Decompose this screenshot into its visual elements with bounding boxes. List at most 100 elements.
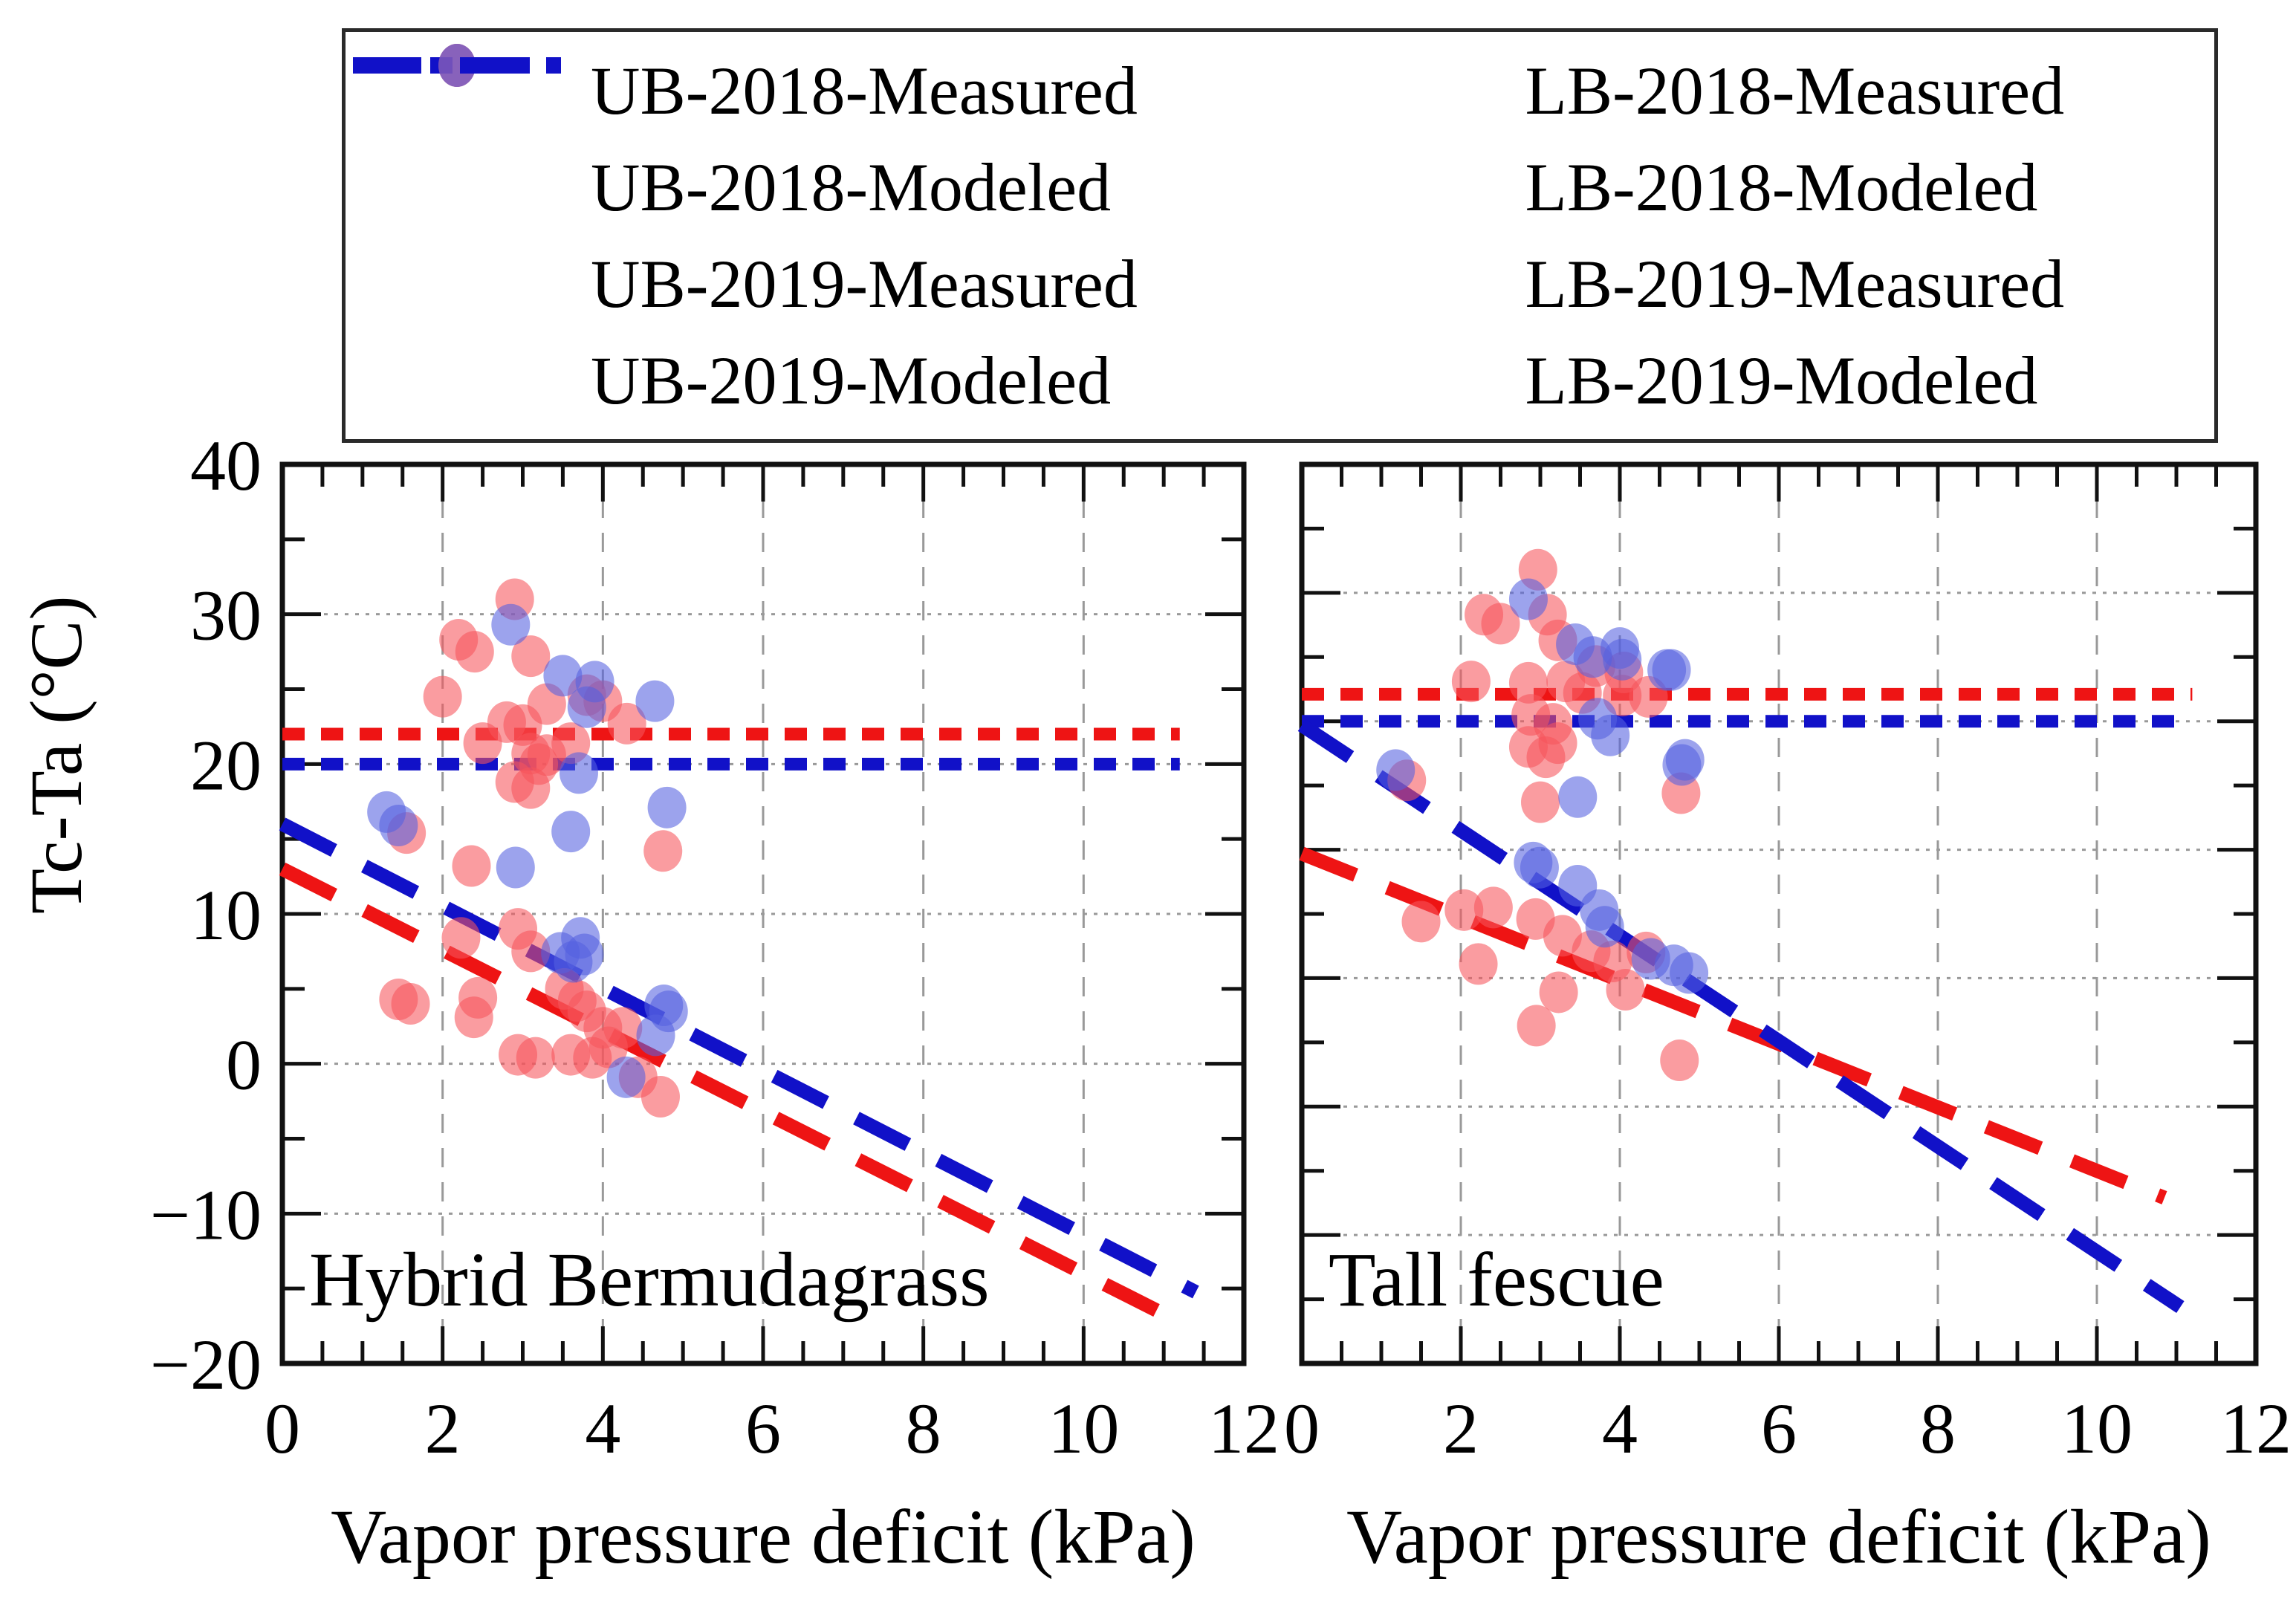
data-point-ub-2018-measured (1576, 645, 1615, 687)
data-point-ub-2019-measured (491, 603, 531, 646)
data-point-ub-2018-measured (1465, 594, 1504, 636)
data-point-ub-2018-measured (1481, 603, 1520, 645)
data-point-ub-2019-measured (647, 786, 687, 828)
data-point-lb-2018-measured (557, 979, 597, 1022)
data-point-ub-2019-measured (1591, 714, 1630, 756)
x-tick-label: 0 (1284, 1389, 1320, 1468)
data-point-ub-2018-measured (1387, 759, 1427, 802)
data-point-lb-2018-measured (618, 1056, 658, 1098)
data-point-ub-2018-measured (452, 845, 491, 887)
data-point-ub-2019-measured (1573, 636, 1612, 678)
data-point-ub-2019-measured (1601, 627, 1639, 669)
y-tick-label: 20 (190, 725, 262, 805)
data-point-ub-2019-measured (1662, 744, 1702, 786)
data-point-ub-2018-measured (551, 722, 591, 765)
data-point-lb-2018-measured (641, 1076, 680, 1118)
data-point-ub-2019-measured (1647, 649, 1687, 691)
data-point-ub-2018-measured (487, 701, 526, 743)
data-point-ub-2018-measured (1604, 652, 1644, 694)
data-point-lb-2018-measured (391, 983, 430, 1025)
data-point-lb-2019-measured (541, 932, 580, 974)
x-axis-label: Vapor pressure deficit (kPa) (331, 1494, 1196, 1580)
data-point-ub-2018-measured (1508, 726, 1548, 768)
data-point-ub-2018-measured (527, 683, 566, 725)
legend-item-ub-2019-modeled: UB-2019-Modeled (346, 57, 1280, 428)
x-tick-label: 6 (745, 1389, 781, 1468)
data-point-ub-2018-measured (1629, 675, 1668, 718)
x-axis-label: Vapor pressure deficit (kPa) (1346, 1494, 2211, 1580)
data-point-ub-2019-measured (1508, 578, 1548, 620)
data-point-ub-2018-measured (1508, 661, 1548, 704)
data-point-lb-2018-measured (545, 967, 584, 1010)
data-point-ub-2018-measured (1521, 781, 1560, 823)
data-point-lb-2018-measured (379, 978, 418, 1020)
data-point-ub-2019-measured (1558, 776, 1598, 818)
data-point-lb-2018-measured (516, 1037, 555, 1079)
data-point-ub-2018-measured (567, 674, 606, 716)
data-point-lb-2019-measured (1558, 864, 1598, 906)
x-tick-label: 4 (1602, 1389, 1638, 1468)
data-point-lb-2019-measured (606, 1056, 646, 1098)
data-point-lb-2018-measured (1572, 930, 1611, 973)
modeled-line-lb-2018-modeled (1299, 846, 2167, 1204)
data-point-lb-2019-measured (554, 941, 593, 983)
data-point-ub-2018-measured (583, 680, 623, 722)
data-point-ub-2019-measured (1376, 749, 1415, 791)
data-point-ub-2018-measured (511, 635, 551, 678)
x-tick-label: 4 (585, 1389, 620, 1468)
y-axis-label: Tc-Ta (°C) (15, 595, 97, 914)
x-tick-label: 2 (425, 1389, 461, 1468)
data-point-lb-2018-measured (567, 990, 606, 1033)
data-point-ub-2018-measured (463, 722, 502, 765)
data-point-lb-2019-measured (636, 1014, 675, 1057)
data-point-lb-2018-measured (1539, 971, 1578, 1013)
data-point-ub-2018-measured (1526, 736, 1566, 779)
data-point-lb-2018-measured (1444, 889, 1484, 931)
data-point-ub-2018-measured (1451, 661, 1491, 703)
plot-frame (279, 461, 1247, 1366)
data-point-ub-2018-measured (511, 767, 551, 809)
data-point-lb-2018-measured (603, 1007, 643, 1049)
data-point-lb-2019-measured (1514, 841, 1553, 883)
legend-label: UB-2019-Modeled (591, 343, 1112, 418)
data-point-lb-2018-measured (1660, 1039, 1699, 1082)
data-point-lb-2018-measured (454, 996, 493, 1039)
data-point-lb-2019-measured (1520, 846, 1559, 889)
data-point-lb-2018-measured (441, 917, 481, 959)
data-point-ub-2018-measured (607, 702, 646, 745)
data-point-ub-2018-measured (1528, 594, 1567, 636)
data-point-lb-2019-measured (565, 933, 604, 976)
x-tick-label: 12 (2220, 1389, 2292, 1468)
legend-item-lb-2019-measured: LB-2019-Measured (438, 44, 2215, 331)
legend-label: UB-2018-Modeled (591, 149, 1112, 225)
data-point-ub-2019-measured (559, 752, 598, 794)
data-point-ub-2018-measured (495, 761, 534, 803)
data-point-lb-2018-measured (1517, 1005, 1556, 1047)
data-point-lb-2019-measured (1670, 952, 1709, 994)
panel-title: Hybrid Bermudagrass (309, 1237, 990, 1323)
data-point-lb-2018-measured (511, 930, 551, 973)
data-point-ub-2018-measured (527, 734, 566, 776)
legend-label: LB-2018-Measured (1525, 53, 2065, 129)
data-point-ub-2018-measured (1546, 661, 1586, 703)
legend: UB-2018-Measured UB-2018-Modeled UB-2019-M… (342, 28, 2218, 443)
data-point-ub-2018-measured (1661, 772, 1701, 814)
data-point-ub-2019-measured (1665, 739, 1705, 781)
data-point-lb-2018-measured (583, 1007, 623, 1049)
y-tick-label: 40 (190, 426, 262, 505)
data-point-lb-2018-measured (588, 1026, 628, 1068)
x-tick-label: 0 (265, 1389, 300, 1468)
data-point-ub-2018-measured (1511, 694, 1551, 736)
y-tick-label: 30 (190, 576, 262, 655)
y-tick-label: −10 (150, 1175, 262, 1254)
data-point-lb-2018-measured (551, 1034, 591, 1076)
data-point-ub-2019-measured (379, 805, 418, 847)
data-point-ub-2018-measured (519, 743, 559, 785)
data-point-lb-2019-measured (1580, 889, 1619, 931)
data-point-ub-2018-measured (1518, 548, 1557, 591)
data-point-ub-2019-measured (1556, 623, 1595, 665)
legend-column-2: LB-2018-Measured LB-2018-Modeled LB-2019-M… (353, 32, 2215, 439)
legend-label: LB-2018-Modeled (1525, 149, 2038, 225)
data-point-ub-2018-measured (643, 830, 683, 872)
data-point-lb-2018-measured (1543, 915, 1582, 957)
